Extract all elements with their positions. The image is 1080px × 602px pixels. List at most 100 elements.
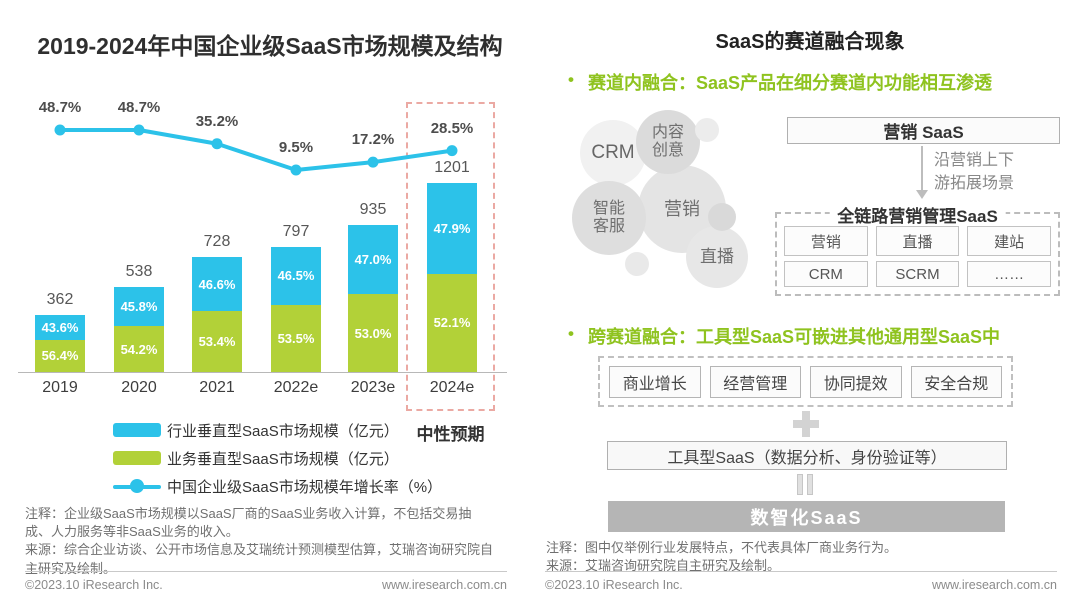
growth-rate-label: 35.2% bbox=[195, 112, 239, 130]
legend-item-business: 业务垂直型SaaS市场规模（亿元） bbox=[113, 444, 442, 472]
general-saas-group: 商业增长 经营管理 协同提效 安全合规 bbox=[598, 356, 1013, 407]
note-line: 注释：企业级SaaS市场规模以SaaS厂商的SaaS业务收入计算，不包括交易抽成… bbox=[25, 506, 472, 540]
bullet-text: 赛道内融合：SaaS产品在细分赛道内功能相互渗透 bbox=[587, 73, 992, 93]
bar-segment-bottom: 52.1% bbox=[427, 273, 477, 372]
digital-saas-box: 数智化SaaS bbox=[608, 501, 1005, 532]
down-arrow-icon bbox=[921, 146, 923, 192]
left-notes: 注释：企业级SaaS市场规模以SaaS厂商的SaaS业务收入计算，不包括交易抽成… bbox=[25, 505, 497, 578]
website-text: www.iresearch.com.cn bbox=[381, 578, 507, 592]
growth-rate-label: 28.5% bbox=[430, 119, 474, 137]
growth-point bbox=[367, 156, 379, 168]
chart-legend: 行业垂直型SaaS市场规模（亿元） 业务垂直型SaaS市场规模（亿元） 中国企业… bbox=[113, 416, 442, 500]
general-item: 协同提效 bbox=[810, 365, 902, 398]
industry-series-swatch bbox=[113, 423, 161, 437]
bar-segment-top: 46.5% bbox=[271, 246, 321, 305]
bubble-livestream: 直播 bbox=[686, 226, 748, 288]
copyright-text: ©2023.10 iResearch Inc. bbox=[25, 578, 163, 592]
full-chain-title: 全链路营销管理SaaS bbox=[829, 202, 1006, 227]
business-series-swatch bbox=[113, 451, 161, 465]
footer-divider bbox=[25, 571, 507, 572]
bullet-dot: • bbox=[568, 324, 574, 343]
source-line: 来源：艾瑞咨询研究院自主研究及绘制。 bbox=[546, 557, 781, 573]
full-chain-marketing-group: 全链路营销管理SaaS 营销 直播 建站 CRM SCRM …… bbox=[775, 202, 1060, 296]
category-label: 2020 bbox=[121, 379, 157, 396]
category-label: 2021 bbox=[199, 379, 235, 396]
legend-label: 中国企业级SaaS市场规模年增长率（%） bbox=[167, 478, 443, 496]
category-label: 2023e bbox=[350, 379, 396, 396]
website-text: www.iresearch.com.cn bbox=[931, 578, 1057, 592]
bullet-text: 跨赛道融合：工具型SaaS可嵌进其他通用型SaaS中 bbox=[587, 327, 1001, 347]
note-line: 注释：图中仅举例行业发展特点，不代表具体厂商业务行为。 bbox=[546, 540, 898, 555]
chain-item: …… bbox=[967, 261, 1051, 287]
right-footer: ©2023.10 iResearch Inc. www.iresearch.co… bbox=[545, 578, 1057, 592]
bar-total-label: 1201 bbox=[434, 159, 470, 177]
left-footer: ©2023.10 iResearch Inc. www.iresearch.co… bbox=[25, 578, 507, 592]
legend-label: 业务垂直型SaaS市场规模（亿元） bbox=[167, 450, 399, 468]
bar-total-label: 935 bbox=[359, 200, 387, 218]
category-label: 2019 bbox=[42, 379, 78, 396]
category-label: 2022e bbox=[273, 379, 319, 396]
x-axis bbox=[18, 372, 507, 373]
general-item: 商业增长 bbox=[609, 365, 701, 398]
bar-total-label: 797 bbox=[282, 222, 310, 240]
marketing-saas-box: 营销 SaaS bbox=[787, 117, 1060, 144]
bar-segment-bottom: 53.4% bbox=[192, 310, 242, 372]
chart-title: 2019-2024年中国企业级SaaS市场规模及结构 bbox=[37, 33, 503, 59]
bar-segment-top: 47.0% bbox=[348, 224, 398, 295]
bar-segment-top: 43.6% bbox=[35, 315, 85, 340]
general-item: 经营管理 bbox=[709, 365, 801, 398]
growth-point bbox=[133, 124, 145, 136]
chain-item: 直播 bbox=[875, 226, 960, 256]
decor-bubble bbox=[708, 203, 736, 231]
footer-divider bbox=[545, 571, 1057, 572]
equals-icon bbox=[795, 474, 815, 500]
legend-label: 行业垂直型SaaS市场规模（亿元） bbox=[167, 422, 399, 440]
forecast-highlight-box bbox=[406, 102, 495, 411]
bubble-crm: CRM bbox=[580, 120, 646, 186]
full-chain-grid: 营销 直播 建站 CRM SCRM …… bbox=[784, 226, 1051, 287]
decor-bubble bbox=[625, 252, 649, 276]
arrow-annotation: 沿营销上下 游拓展场景 bbox=[934, 152, 1015, 192]
bar-segment-top: 45.8% bbox=[114, 287, 164, 327]
legend-item-growth: 中国企业级SaaS市场规模年增长率（%） bbox=[113, 472, 442, 500]
bubble-content-creative: 内容创意 bbox=[636, 110, 700, 174]
bar-total-label: 538 bbox=[125, 263, 153, 281]
bar-segment-top: 46.6% bbox=[192, 257, 242, 311]
growth-rate-label: 17.2% bbox=[351, 131, 395, 149]
bullet-in-track-fusion: • 赛道内融合：SaaS产品在细分赛道内功能相互渗透 bbox=[568, 69, 992, 95]
bullet-cross-track-fusion: • 跨赛道融合：工具型SaaS可嵌进其他通用型SaaS中 bbox=[568, 323, 1000, 349]
tool-saas-box: 工具型SaaS（数据分析、身份验证等） bbox=[607, 441, 1007, 470]
chart-area: 56.4% 43.6% 362 2019 48.7% 54.2% 45.8% 538 2020 4… bbox=[18, 99, 507, 411]
bar-segment-bottom: 56.4% bbox=[35, 339, 85, 372]
copyright-text: ©2023.10 iResearch Inc. bbox=[545, 578, 683, 592]
down-arrow-icon bbox=[916, 190, 928, 199]
right-notes: 注释：图中仅举例行业发展特点，不代表具体厂商业务行为。 来源：艾瑞咨询研究院自主… bbox=[546, 539, 1054, 574]
bar-segment-bottom: 54.2% bbox=[114, 326, 164, 372]
bar-segment-top: 47.9% bbox=[427, 183, 477, 274]
bullet-dot: • bbox=[568, 70, 574, 89]
track-fusion-panel: SaaS的赛道融合现象 • 赛道内融合：SaaS产品在细分赛道内功能相互渗透 营… bbox=[540, 0, 1080, 602]
growth-point bbox=[290, 164, 302, 176]
decor-bubble bbox=[695, 118, 719, 142]
bar-segment-bottom: 53.5% bbox=[271, 304, 321, 372]
chain-item: 营销 bbox=[784, 226, 868, 256]
plus-icon bbox=[789, 407, 823, 441]
bar-total-label: 362 bbox=[46, 291, 74, 309]
source-line: 来源：综合企业访谈、公开市场信息及艾瑞统计预测模型估算，艾瑞咨询研究院自主研究及… bbox=[25, 542, 494, 576]
chain-item: 建站 bbox=[967, 226, 1051, 256]
forecast-label: 中性预期 bbox=[416, 425, 485, 444]
growth-rate-label: 48.7% bbox=[38, 99, 82, 116]
chain-item: CRM bbox=[784, 261, 868, 287]
growth-line-marker bbox=[113, 478, 161, 494]
growth-rate-label: 48.7% bbox=[117, 99, 161, 116]
bar-total-label: 728 bbox=[203, 233, 231, 251]
panel-title: SaaS的赛道融合现象 bbox=[715, 31, 905, 53]
category-label: 2024e bbox=[429, 379, 475, 396]
bubble-smart-service: 智能客服 bbox=[572, 181, 646, 255]
growth-rate-label: 9.5% bbox=[278, 139, 314, 156]
growth-point bbox=[211, 138, 223, 150]
growth-point bbox=[54, 124, 66, 136]
legend-item-industry: 行业垂直型SaaS市场规模（亿元） bbox=[113, 416, 442, 444]
market-size-chart-panel: 2019-2024年中国企业级SaaS市场规模及结构 56.4% 43.6% 362… bbox=[18, 33, 507, 592]
